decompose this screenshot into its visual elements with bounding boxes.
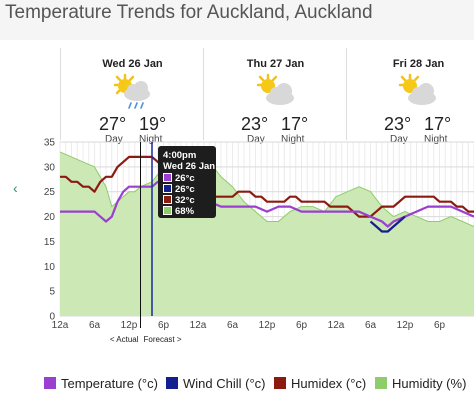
night-label: Night (281, 134, 305, 145)
legend-temperature[interactable]: Temperature (°c) (44, 376, 158, 391)
humidex-c-line (60, 155, 474, 218)
x-tick-label: 6p (434, 320, 446, 331)
x-tick-label: 6a (365, 320, 377, 331)
legend-swatch (274, 377, 286, 389)
day-temp: 23° (241, 114, 269, 134)
x-tick-label: 12a (328, 320, 345, 331)
y-tick-label: 20 (44, 212, 56, 223)
day-column-fri: Fri 28 Jan 23° 17° Day Night (346, 48, 474, 145)
tooltip-date: Wed 26 Jan (163, 161, 216, 172)
x-tick-label: 12a (190, 320, 207, 331)
legend-wind-chill[interactable]: Wind Chill (°c) (166, 376, 265, 391)
night-label: Night (139, 134, 163, 145)
tooltip-temperature: 26°c (163, 173, 195, 184)
actual-label: < Actual (110, 335, 139, 344)
day-date: Fri 28 Jan (392, 58, 445, 70)
day-label: Day (390, 134, 408, 145)
y-tick-label: 15 (44, 237, 56, 248)
night-temp: 17° (424, 114, 452, 134)
temperature-chart[interactable]: 0 5 10 15 20 25 30 35 12a 6a 12p 6p 12a 6a 12p 6p 12a 6a 1… (0, 136, 474, 351)
previous-arrow-button[interactable]: ‹ (13, 180, 18, 196)
tooltip-humidex: 32°c (163, 195, 195, 206)
legend-humidity[interactable]: Humidity (%) (375, 376, 466, 391)
x-tick-label: 12a (52, 320, 69, 331)
x-tick-label: 12p (121, 320, 138, 331)
temperature-c-line (60, 180, 474, 228)
tooltip-humidity: 68% (163, 206, 194, 217)
sun-cloud-icon (398, 73, 436, 105)
forecast-label: Forecast > (144, 335, 182, 344)
y-tick-label: 10 (44, 262, 56, 273)
humidity-line (59, 146, 474, 227)
hover-tooltip: 4:00pm Wed 26 Jan 26°c 26°c 32°c 68% (158, 146, 216, 218)
day-label: Day (247, 134, 265, 145)
legend-swatch (44, 377, 56, 389)
day-temp: 27° (99, 114, 127, 134)
y-tick-label: 30 (44, 162, 56, 173)
x-tick-label: 12p (397, 320, 414, 331)
x-tick-label: 12p (259, 320, 276, 331)
x-tick-label: 6a (89, 320, 101, 331)
sun-cloud-rain-icon (113, 73, 150, 109)
page-title: Temperature Trends for Auckland, Aucklan… (5, 2, 373, 23)
wind-chill-swatch (163, 184, 172, 193)
night-label: Night (424, 134, 448, 145)
night-temp: 17° (281, 114, 309, 134)
tooltip-wind-chill: 26°c (163, 184, 195, 195)
temperature-swatch (163, 173, 172, 182)
legend-swatch (375, 377, 387, 389)
day-temp: 23° (384, 114, 412, 134)
day-date: Thu 27 Jan (246, 58, 305, 70)
chart-legend: Temperature (°c) Wind Chill (°c) Humidex… (0, 372, 474, 396)
day-column-wed: Wed 26 Jan 27° 19° Day Night (60, 48, 204, 145)
y-tick-label: 25 (44, 187, 56, 198)
x-tick-label: 6p (296, 320, 308, 331)
x-tick-label: 6a (227, 320, 239, 331)
legend-humidex[interactable]: Humidex (°c) (274, 376, 366, 391)
night-temp: 19° (139, 114, 167, 134)
y-tick-label: 35 (44, 138, 56, 149)
day-label: Day (105, 134, 123, 145)
day-forecast-header: Wed 26 Jan 27° 19° Day Night Thu 27 Jan (60, 48, 474, 145)
humidex-swatch (163, 195, 172, 204)
y-tick-label: 5 (49, 287, 55, 298)
humidity-swatch (163, 206, 172, 215)
x-tick-label: 6p (158, 320, 170, 331)
legend-swatch (166, 377, 178, 389)
y-tick-label: 0 (49, 312, 55, 323)
sun-cloud-icon (256, 73, 294, 105)
wind-chill-c-line (369, 215, 406, 233)
tooltip-time: 4:00pm (163, 150, 197, 161)
day-column-thu: Thu 27 Jan 23° 17° Day Night (203, 48, 347, 145)
day-date: Wed 26 Jan (102, 58, 163, 70)
